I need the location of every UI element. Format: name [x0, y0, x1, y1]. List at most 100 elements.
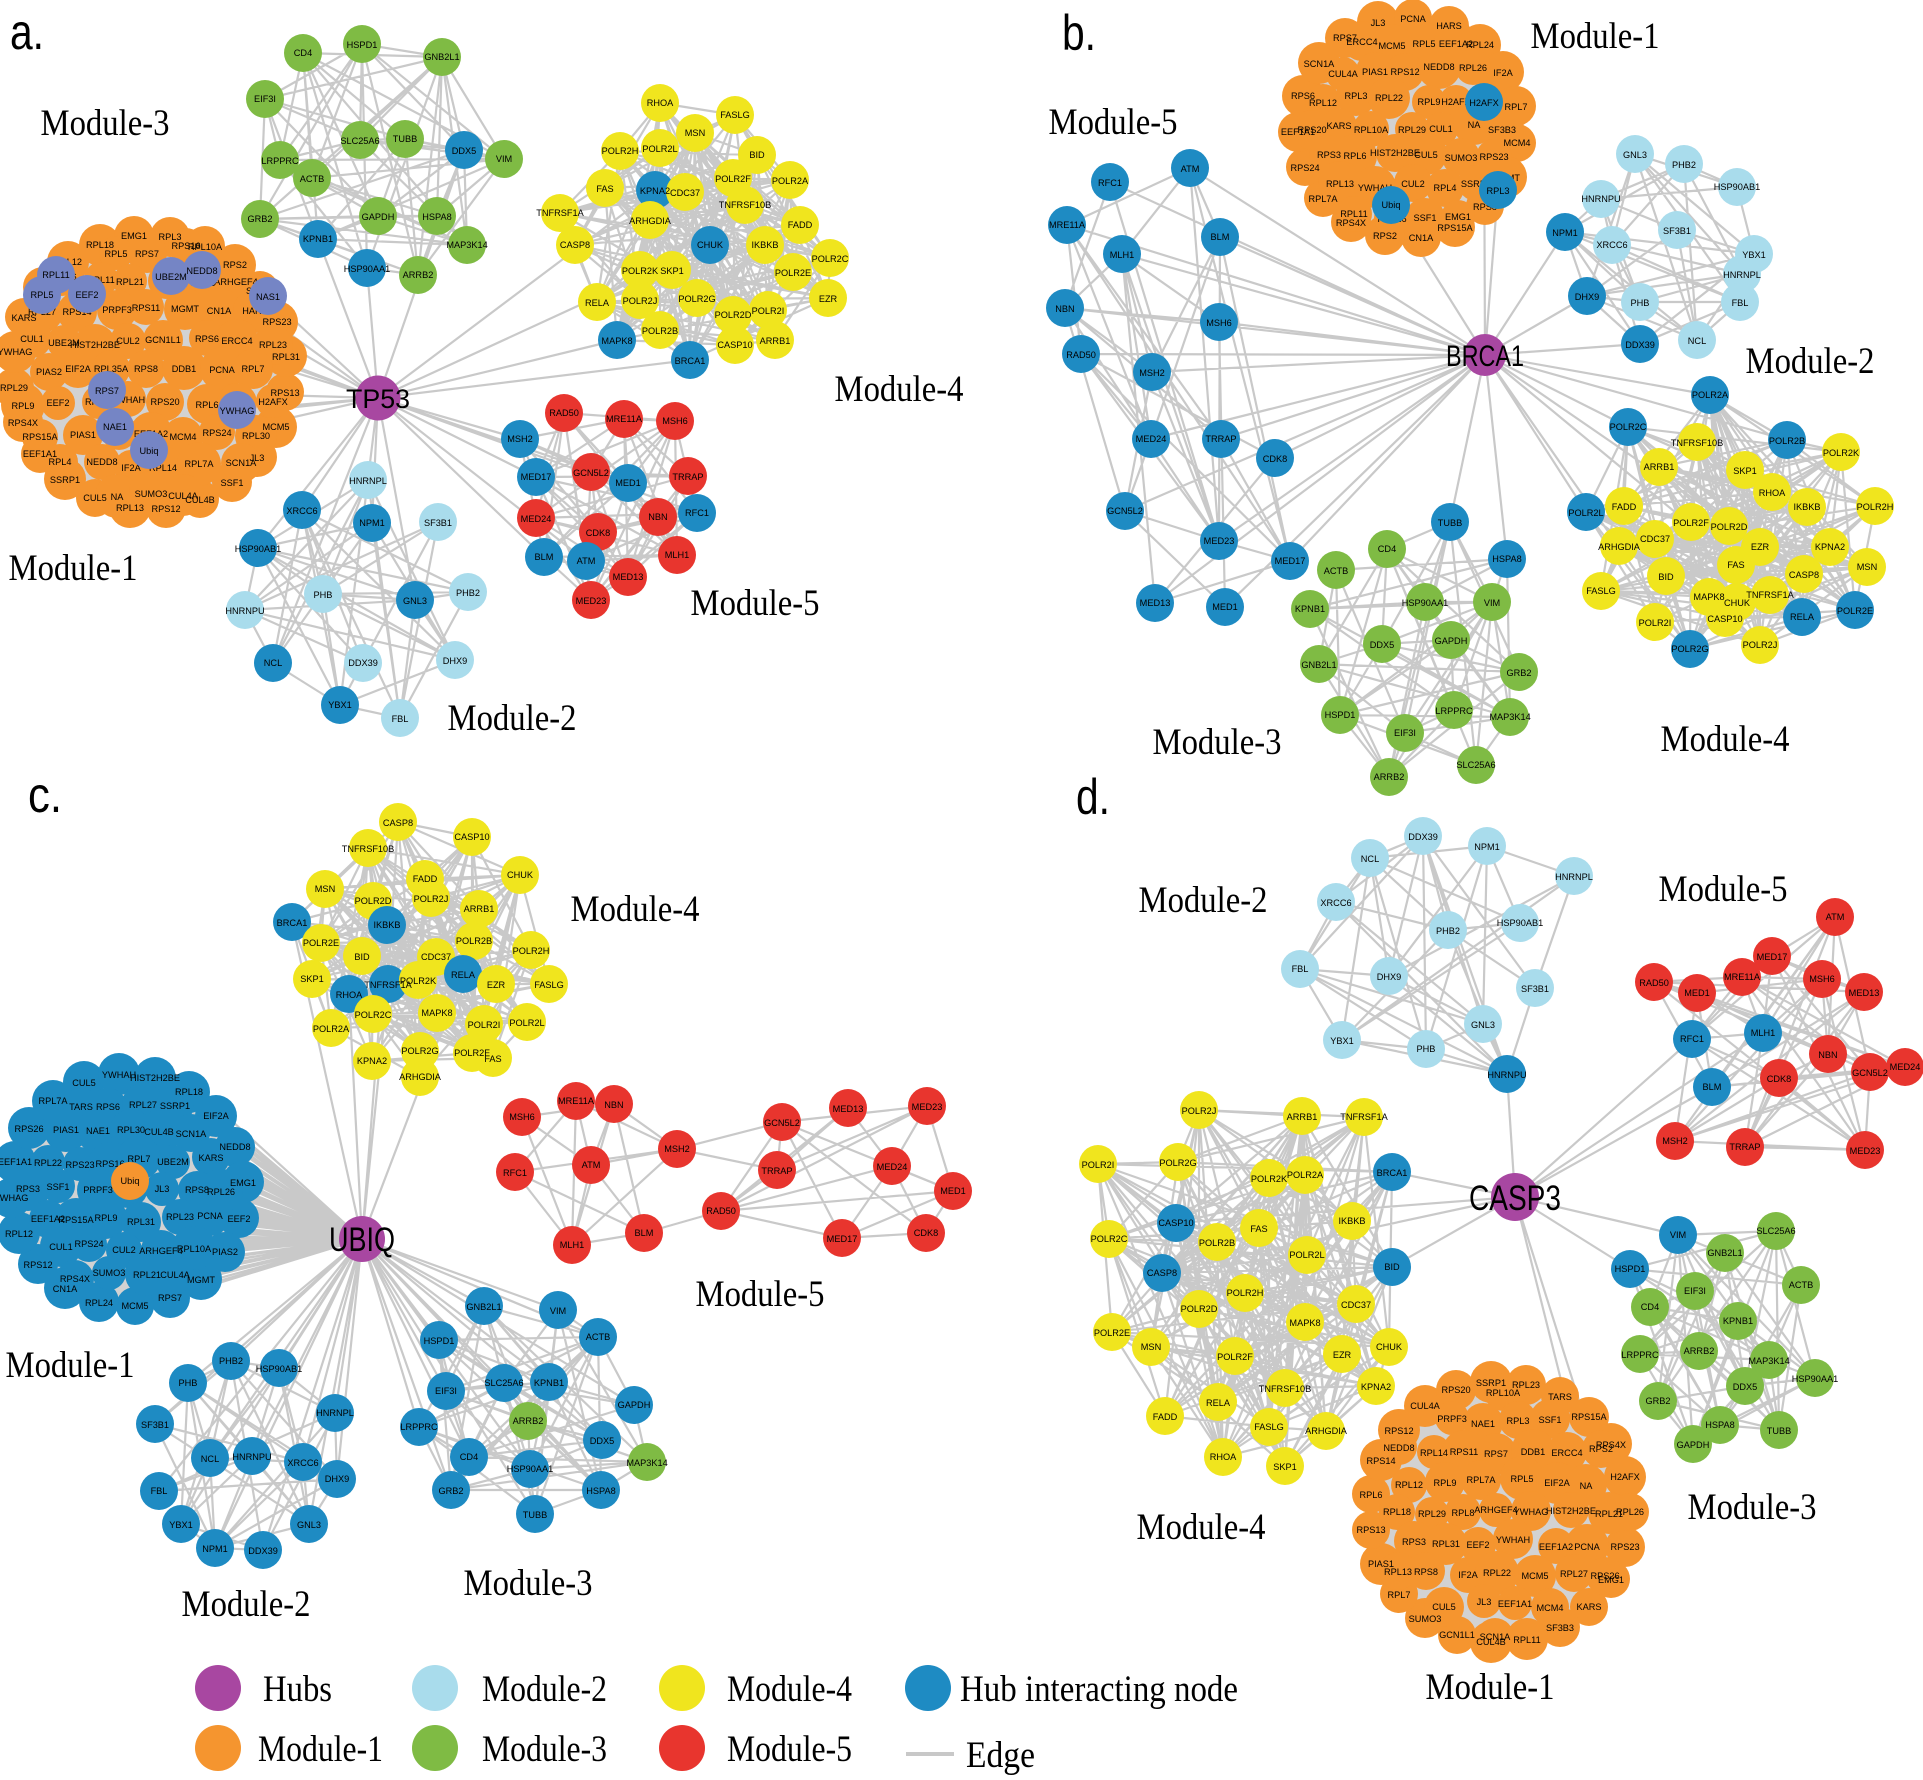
svg-text:MCM4: MCM4 — [169, 432, 196, 442]
svg-text:ERCC4: ERCC4 — [1346, 37, 1377, 47]
svg-text:PIAS1: PIAS1 — [1362, 67, 1388, 77]
svg-text:NAE1: NAE1 — [86, 1126, 110, 1136]
svg-text:RPL23: RPL23 — [1512, 1380, 1540, 1390]
svg-text:EZR: EZR — [1751, 542, 1770, 552]
svg-text:ARRB1: ARRB1 — [1287, 1112, 1318, 1122]
svg-text:POLR2L: POLR2L — [642, 144, 677, 154]
svg-text:POLR2A: POLR2A — [772, 176, 809, 186]
svg-text:GCN1L1: GCN1L1 — [1439, 1630, 1475, 1640]
svg-text:RAD50: RAD50 — [1639, 978, 1669, 988]
svg-text:RPL21: RPL21 — [116, 277, 144, 287]
svg-text:GCN1L1: GCN1L1 — [145, 335, 181, 345]
svg-text:ACTB: ACTB — [1324, 566, 1349, 576]
svg-text:FAS: FAS — [1250, 1224, 1267, 1234]
svg-text:RPL6: RPL6 — [1344, 151, 1367, 161]
svg-text:TARS: TARS — [1548, 1392, 1572, 1402]
svg-text:POLR2C: POLR2C — [355, 1010, 392, 1020]
svg-text:H2AFX: H2AFX — [1469, 98, 1499, 108]
svg-text:CUL1: CUL1 — [20, 334, 44, 344]
svg-text:Module-4: Module-4 — [571, 889, 700, 930]
svg-text:RPS6: RPS6 — [195, 334, 219, 344]
svg-text:FADD: FADD — [1612, 502, 1637, 512]
svg-text:FBL: FBL — [392, 714, 409, 724]
svg-text:MSH6: MSH6 — [509, 1112, 535, 1122]
svg-text:RPL13: RPL13 — [1384, 1567, 1412, 1577]
svg-text:RPL3: RPL3 — [1507, 1416, 1530, 1426]
svg-text:SUMO3: SUMO3 — [1409, 1614, 1442, 1624]
svg-text:ARHGDIA: ARHGDIA — [1598, 542, 1641, 552]
svg-text:POLR2K: POLR2K — [1823, 448, 1860, 458]
svg-text:CUL2: CUL2 — [116, 336, 140, 346]
svg-text:HSPA8: HSPA8 — [1705, 1420, 1734, 1430]
svg-text:MED17: MED17 — [1757, 952, 1788, 962]
svg-text:POLR2K: POLR2K — [622, 266, 659, 276]
svg-text:GNB2L1: GNB2L1 — [1301, 660, 1336, 670]
svg-text:RHOA: RHOA — [1759, 488, 1786, 498]
svg-text:EEF2: EEF2 — [228, 1214, 251, 1224]
svg-text:CN1A: CN1A — [53, 1284, 78, 1294]
svg-text:YBX1: YBX1 — [328, 700, 352, 710]
svg-text:MED13: MED13 — [613, 572, 644, 582]
svg-text:PHB: PHB — [314, 590, 333, 600]
svg-text:RHOA: RHOA — [1210, 1452, 1237, 1462]
svg-text:POLR2E: POLR2E — [775, 268, 811, 278]
svg-text:RPL5: RPL5 — [31, 290, 54, 300]
svg-text:RPL30: RPL30 — [117, 1125, 145, 1135]
svg-text:TUBB: TUBB — [523, 1510, 548, 1520]
svg-text:Module-2: Module-2 — [1746, 341, 1875, 382]
svg-text:GAPDH: GAPDH — [1435, 636, 1468, 646]
svg-text:RPL29: RPL29 — [1398, 125, 1426, 135]
svg-text:MSN: MSN — [1141, 1342, 1161, 1352]
svg-text:HNRNPL: HNRNPL — [349, 476, 387, 486]
svg-text:MED24: MED24 — [877, 1162, 908, 1172]
svg-text:RAD50: RAD50 — [549, 408, 579, 418]
svg-text:CUL4A: CUL4A — [160, 1270, 190, 1280]
svg-text:MAP3K14: MAP3K14 — [446, 240, 487, 250]
svg-text:MAPK8: MAPK8 — [601, 336, 632, 346]
svg-text:TUBB: TUBB — [1438, 518, 1463, 528]
svg-text:FADD: FADD — [413, 874, 438, 884]
svg-text:NAE1: NAE1 — [1471, 1419, 1495, 1429]
svg-text:XRCC6: XRCC6 — [286, 506, 317, 516]
svg-text:HIST2H2BE: HIST2H2BE — [1546, 1506, 1596, 1516]
svg-text:GNB2L1: GNB2L1 — [466, 1302, 501, 1312]
svg-text:FBL: FBL — [151, 1486, 168, 1496]
svg-text:MSN: MSN — [1857, 562, 1877, 572]
svg-text:PHB: PHB — [179, 1378, 198, 1388]
svg-text:TNFRSF10B: TNFRSF10B — [342, 844, 395, 854]
svg-text:NBN: NBN — [604, 1100, 623, 1110]
svg-text:RFC1: RFC1 — [503, 1168, 527, 1178]
svg-text:DDB1: DDB1 — [172, 364, 197, 374]
svg-text:RPS20: RPS20 — [1441, 1385, 1470, 1395]
svg-text:NA: NA — [1468, 120, 1482, 130]
svg-text:IKBKB: IKBKB — [1793, 502, 1820, 512]
svg-text:NEDD8: NEDD8 — [86, 457, 117, 467]
svg-text:UBE2M: UBE2M — [48, 338, 80, 348]
svg-text:CASP8: CASP8 — [383, 818, 413, 828]
svg-text:CDC37: CDC37 — [1640, 534, 1670, 544]
svg-text:NA: NA — [1580, 1481, 1594, 1491]
svg-text:EEF1A2: EEF1A2 — [31, 1214, 65, 1224]
svg-text:RPL27: RPL27 — [1560, 1569, 1588, 1579]
svg-text:KPNB1: KPNB1 — [1723, 1316, 1753, 1326]
svg-text:CHUK: CHUK — [1376, 1342, 1403, 1352]
svg-text:GAPDH: GAPDH — [1677, 1440, 1710, 1450]
svg-text:MSH6: MSH6 — [662, 416, 688, 426]
svg-text:SF3B1: SF3B1 — [141, 1420, 169, 1430]
svg-text:SKP1: SKP1 — [1273, 1462, 1297, 1472]
svg-text:EMG1: EMG1 — [121, 231, 147, 241]
svg-text:ATM: ATM — [577, 556, 596, 566]
svg-text:POLR2I: POLR2I — [468, 1020, 501, 1030]
svg-text:POLR2G: POLR2G — [678, 294, 715, 304]
svg-text:MED17: MED17 — [521, 472, 552, 482]
svg-text:PHB2: PHB2 — [1672, 160, 1696, 170]
svg-text:HSP90AA1: HSP90AA1 — [1402, 598, 1448, 608]
svg-text:MED13: MED13 — [1140, 598, 1171, 608]
svg-text:RPL29: RPL29 — [0, 383, 28, 393]
svg-text:EEF2: EEF2 — [1467, 1540, 1490, 1550]
svg-text:MED23: MED23 — [1850, 1146, 1881, 1156]
svg-text:Module-1: Module-1 — [1531, 16, 1660, 57]
svg-text:POLR2H: POLR2H — [602, 146, 639, 156]
svg-text:POLR2F: POLR2F — [454, 1048, 490, 1058]
svg-text:HSP90AB1: HSP90AB1 — [256, 1364, 302, 1374]
